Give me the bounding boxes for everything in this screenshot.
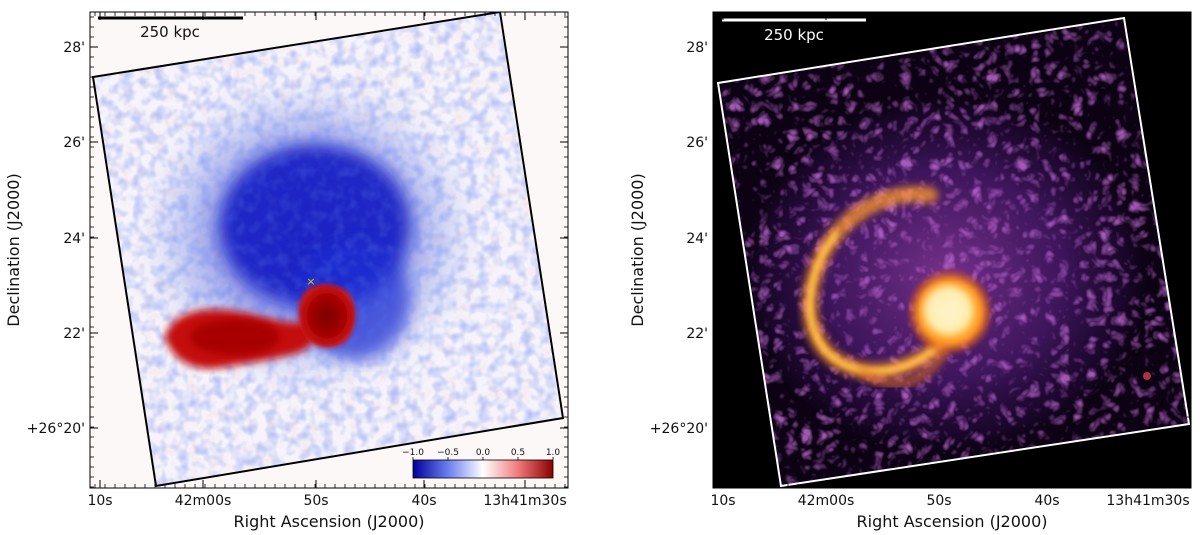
x-tick-label: 40s: [1034, 493, 1059, 509]
y-tick-label: +26°20': [650, 421, 708, 437]
y-tick-label: 24': [686, 231, 708, 247]
colorbar-tick-label: 0.0: [476, 448, 491, 458]
scale-bar-label: 250 kpc: [140, 23, 200, 41]
scale-bar-label: 250 kpc: [764, 26, 824, 44]
right-axes-frame: [712, 11, 1192, 489]
left-axes-frame: [89, 11, 569, 489]
right-xlabel: Right Ascension (J2000): [857, 512, 1048, 531]
x-tick-label: 50s: [926, 493, 951, 509]
x-tick-label: 50s: [303, 493, 328, 509]
left-ylabel: Declination (J2000): [4, 173, 23, 326]
left-panel-residual-map: × 250 kpc −1.0 −0.5 0.0 0.5 1.0 10s 42m00s 50s…: [4, 11, 569, 531]
field-frame: [91, 12, 565, 488]
y-tick-label: 22': [686, 326, 708, 342]
x-tick-label: 10s: [710, 493, 735, 509]
y-tick-label: 28': [686, 40, 708, 56]
colorbar-tick-label: 0.5: [511, 448, 525, 458]
excess-core: [298, 284, 356, 348]
colorbar-tick-label: −1.0: [402, 448, 424, 458]
y-tick-label: 24': [63, 231, 85, 247]
field-frame: [716, 16, 1191, 488]
point-source: [1143, 372, 1151, 380]
x-tick-label: 13h41m30s: [483, 493, 566, 509]
colorbar-tick-label: −0.5: [437, 448, 459, 458]
x-tick-label: 13h41m30s: [1106, 493, 1189, 509]
y-tick-label: 22': [63, 326, 85, 342]
colorbar: −1.0 −0.5 0.0 0.5 1.0: [402, 448, 561, 479]
left-xlabel: Right Ascension (J2000): [234, 512, 425, 531]
center-marker: ×: [306, 275, 315, 288]
colorbar-tick-label: 1.0: [546, 448, 561, 458]
x-tick-label: 10s: [87, 493, 112, 509]
x-tick-label: 42m00s: [175, 493, 232, 509]
right-ylabel: Declination (J2000): [628, 173, 647, 326]
y-tick-label: 26': [686, 135, 708, 151]
right-panel-xray-image: 250 kpc 10s 42m00s 50s 40s 13h41m30s 28' 26' 24…: [628, 11, 1192, 531]
y-tick-label: 28': [63, 40, 85, 56]
x-tick-label: 42m00s: [798, 493, 855, 509]
y-tick-label: +26°20': [27, 421, 85, 437]
x-tick-label: 40s: [411, 493, 436, 509]
y-tick-label: 26': [63, 135, 85, 151]
